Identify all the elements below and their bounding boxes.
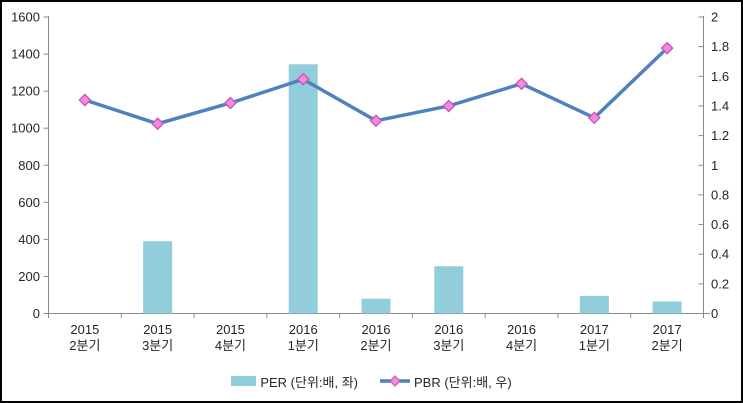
left-axis-tick-label: 1600: [11, 10, 40, 25]
per-bar: [361, 298, 391, 314]
x-category-quarter-label: 3분기: [142, 338, 173, 353]
pbr-marker: [660, 41, 674, 55]
x-category-quarter-label: 2분기: [69, 338, 100, 353]
pbr-marker: [442, 99, 456, 113]
x-category-year-label: 2015: [143, 322, 172, 337]
x-category-year-label: 2016: [362, 322, 391, 337]
x-category-quarter-label: 1분기: [579, 338, 610, 353]
right-axis-tick-label: 1.6: [711, 69, 729, 84]
per-bar-swatch-icon: [231, 376, 257, 386]
pbr-marker: [515, 77, 529, 91]
pbr-marker: [151, 117, 165, 131]
right-axis-tick-label: 0.4: [711, 247, 729, 262]
per-bar: [652, 301, 682, 314]
per-bar: [143, 241, 173, 314]
left-axis-tick-label: 200: [18, 269, 40, 284]
pbr-marker: [223, 96, 237, 110]
right-axis-tick-label: 1: [711, 158, 718, 173]
pbr-marker: [78, 93, 92, 107]
pbr-swatch-diamond-icon: [389, 375, 401, 387]
right-axis-tick-label: 2: [711, 10, 718, 25]
left-axis-tick-label: 1000: [11, 121, 40, 136]
x-category-quarter-label: 2분기: [360, 338, 391, 353]
legend-item-per: PER (단위:배, 좌): [231, 372, 358, 391]
x-category-year-label: 2015: [216, 322, 245, 337]
legend-label-per: PER (단위:배, 좌): [260, 374, 358, 390]
right-axis-tick-label: 1.4: [711, 98, 729, 113]
x-category-year-label: 2016: [507, 322, 536, 337]
x-category-year-label: 2016: [434, 322, 463, 337]
left-axis-tick-label: 1400: [11, 47, 40, 62]
x-category-quarter-label: 1분기: [288, 338, 319, 353]
per-pbr-combo-chart: 0 200 400 600 800 1000 1200 1400 1600 0 0.2 0.4 0.6 0…: [11, 10, 729, 354]
pbr-marker: [296, 72, 310, 86]
pbr-line-swatch-icon: [380, 375, 410, 387]
x-category-year-label: 2016: [289, 322, 318, 337]
per-bar: [288, 64, 318, 314]
left-axis-tick-label: 800: [18, 158, 40, 173]
x-category-quarter-label: 4분기: [215, 338, 246, 353]
left-axis-tick-label: 1200: [11, 84, 40, 99]
per-bar: [434, 266, 464, 314]
legend-item-pbr: PBR (단위:배, 우): [380, 372, 512, 391]
right-axis-tick-label: 1.8: [711, 39, 729, 54]
x-category-quarter-label: 3분기: [433, 338, 464, 353]
x-category-year-label: 2017: [580, 322, 609, 337]
left-axis-tick-label: 600: [18, 195, 40, 210]
right-axis-tick-label: 0: [711, 306, 718, 321]
left-axis-tick-label: 400: [18, 232, 40, 247]
x-category-year-label: 2017: [653, 322, 682, 337]
x-category-quarter-label: 2분기: [652, 338, 683, 353]
pbr-line: [84, 46, 669, 126]
pbr-marker: [587, 111, 601, 125]
right-axis-tick-label: 0.6: [711, 217, 729, 232]
right-axis-tick-label: 0.8: [711, 187, 729, 202]
left-axis-tick-label: 0: [33, 306, 40, 321]
x-category-year-label: 2015: [70, 322, 99, 337]
legend-label-pbr: PBR (단위:배, 우): [414, 374, 512, 390]
pbr-marker: [369, 114, 383, 128]
per-bar: [579, 295, 609, 314]
x-category-quarter-label: 4분기: [506, 338, 537, 353]
chart-legend: PER (단위:배, 좌) PBR (단위:배, 우): [2, 371, 741, 391]
right-axis-tick-label: 0.2: [711, 276, 729, 291]
right-axis-tick-label: 1.2: [711, 128, 729, 143]
